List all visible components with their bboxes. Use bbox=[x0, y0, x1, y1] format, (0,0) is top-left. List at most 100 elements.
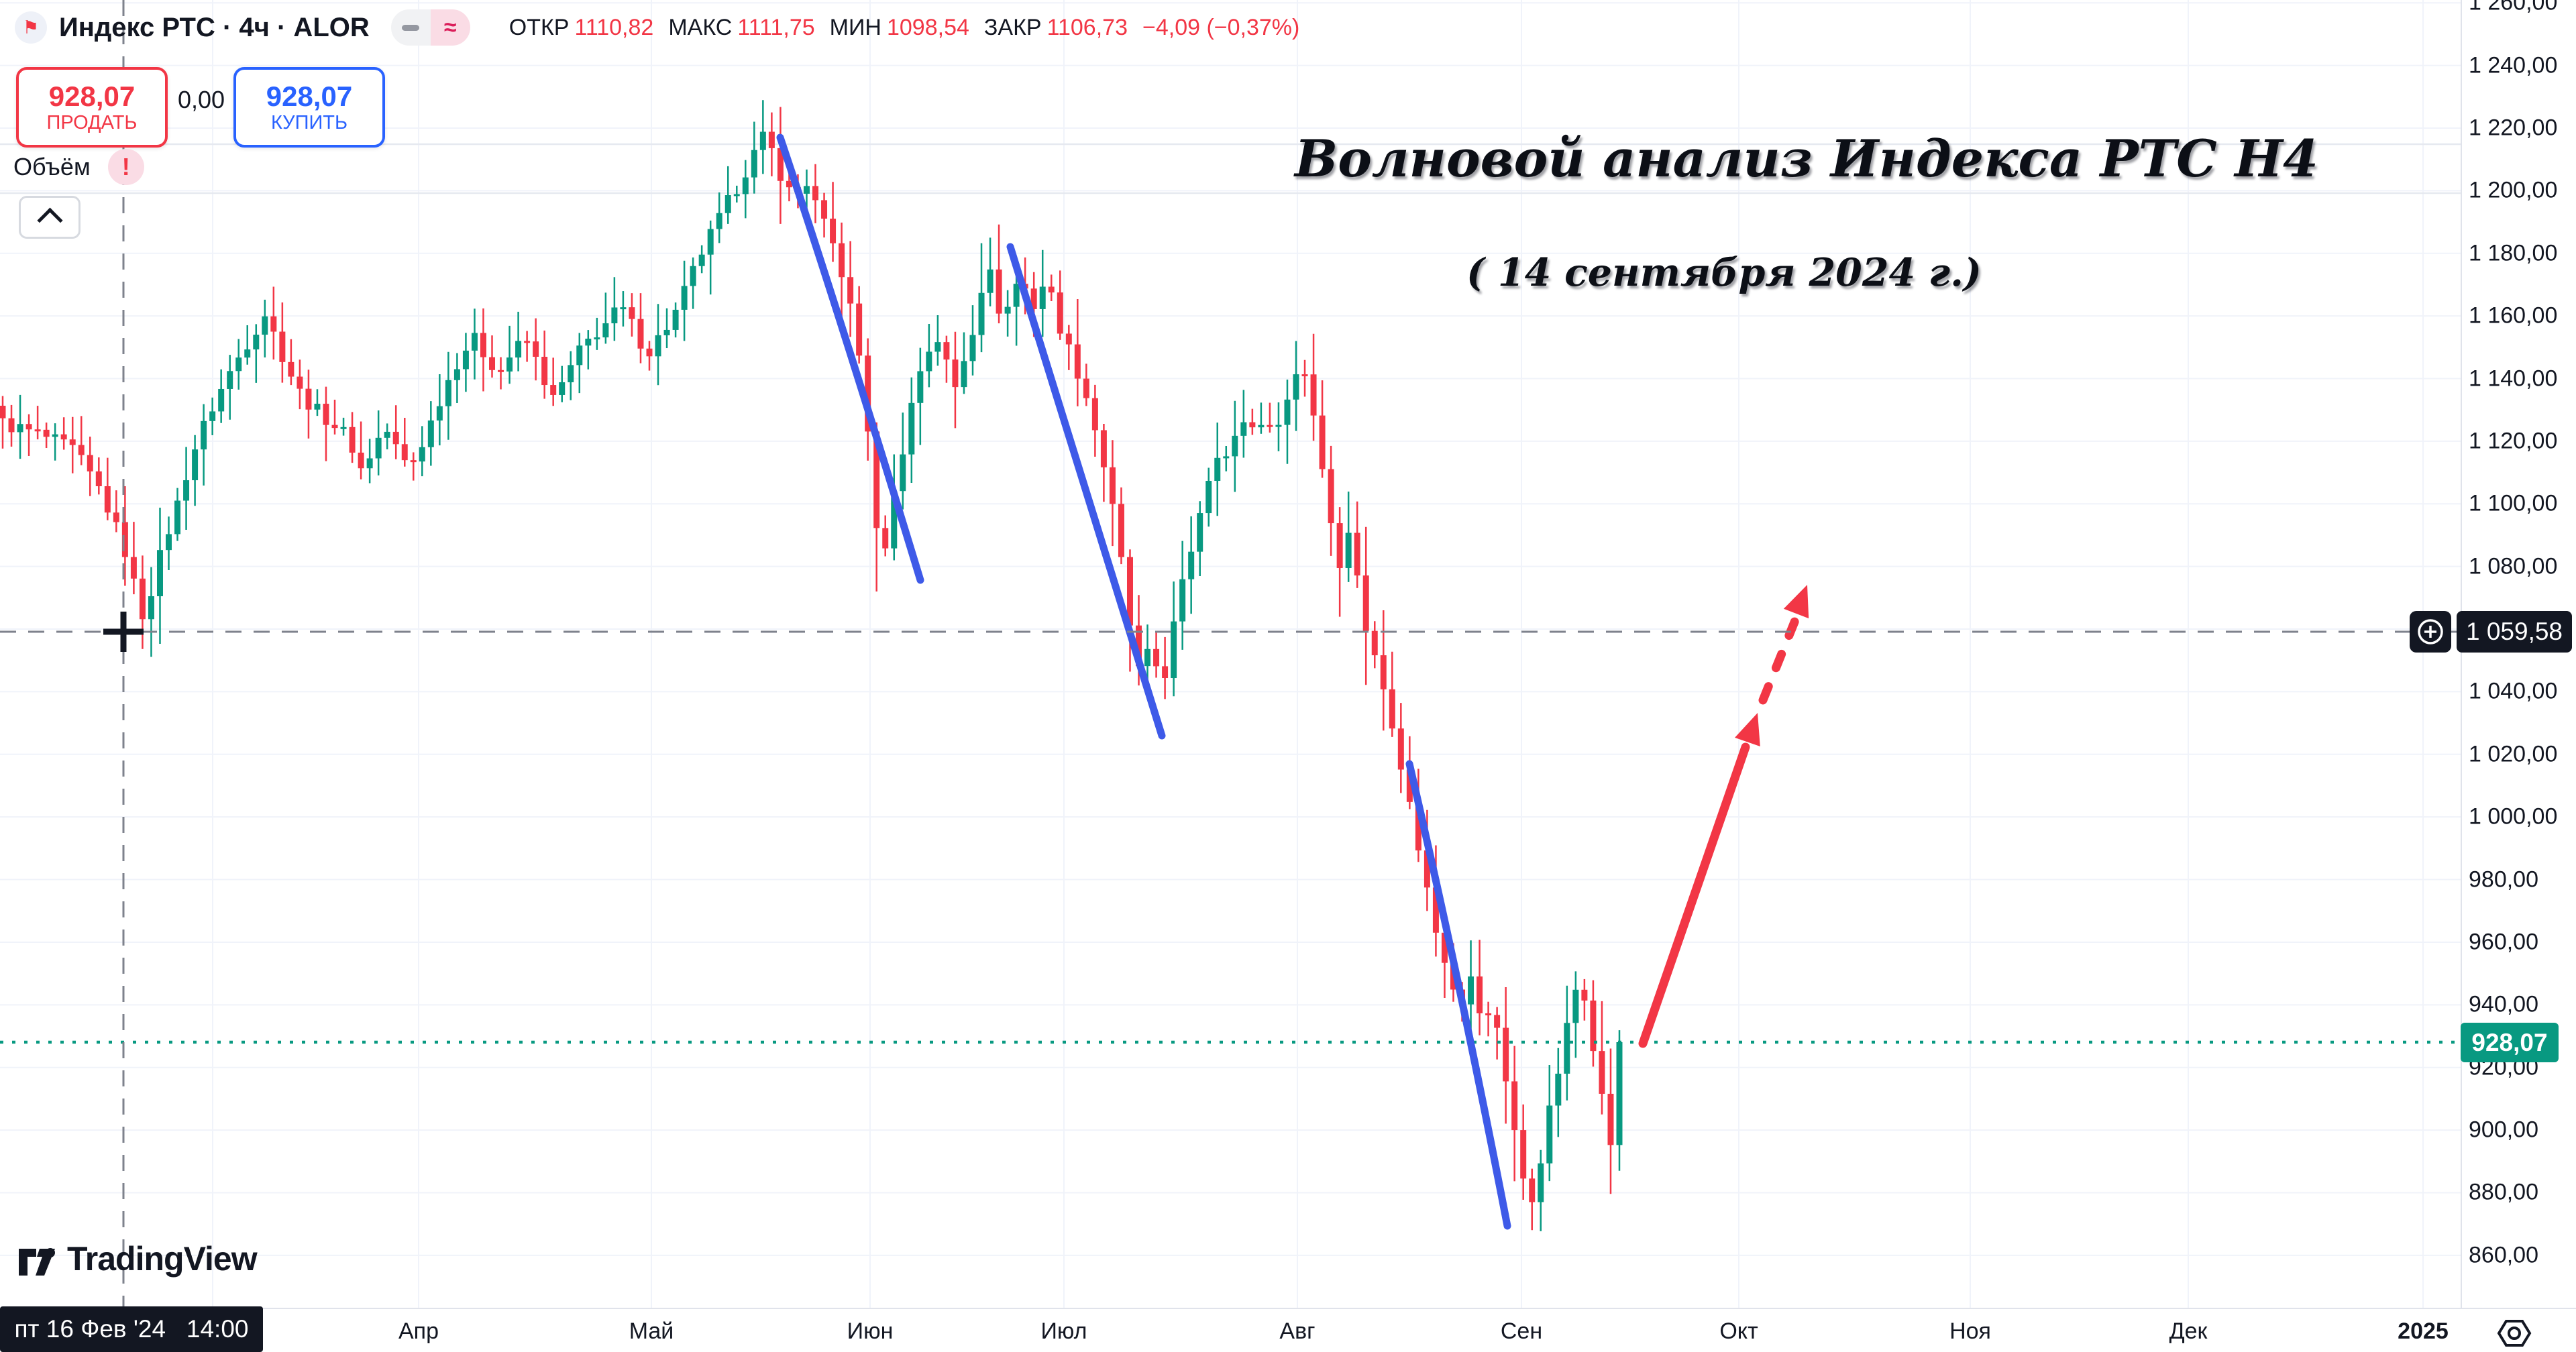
low-label: МИН bbox=[829, 14, 881, 40]
candle-body bbox=[698, 254, 705, 266]
candle-body bbox=[576, 345, 583, 365]
price-axis-label: 1 220,00 bbox=[2469, 115, 2558, 141]
time-axis-settings-icon[interactable] bbox=[2497, 1316, 2532, 1351]
candle-body bbox=[585, 338, 592, 346]
candle-body bbox=[969, 335, 976, 361]
candle-body bbox=[803, 186, 810, 194]
candle-body bbox=[873, 431, 880, 528]
candle-body bbox=[366, 458, 373, 469]
candle-body bbox=[707, 229, 714, 255]
restore-pane-button[interactable] bbox=[19, 196, 80, 239]
time-axis[interactable]: Апр Май Июн Июл Авг Сен Окт Ноя Дек 2025 bbox=[0, 1308, 2576, 1352]
ohlc-readout: ОТКР 1110,82 МАКС 1111,75 МИН 1098,54 ЗА… bbox=[500, 15, 1300, 41]
candle-body bbox=[1520, 1130, 1527, 1179]
candle-body bbox=[1293, 374, 1299, 400]
candle-body bbox=[1091, 398, 1098, 431]
candle-body bbox=[1441, 932, 1448, 963]
candle-body bbox=[1503, 1027, 1509, 1082]
market-status-pill[interactable]: ≈ bbox=[390, 9, 470, 46]
time-axis-label: Окт bbox=[1719, 1318, 1758, 1344]
symbol-legend: ⚑ Индекс РТС · 4ч · ALOR ≈ ОТКР 1110,82 … bbox=[15, 9, 1299, 46]
volume-pane-title[interactable]: Объём bbox=[13, 153, 91, 180]
candle-body bbox=[436, 406, 443, 421]
buy-price: 928,07 bbox=[266, 80, 353, 113]
price-axis-label: 900,00 bbox=[2469, 1117, 2538, 1143]
tradingview-logo[interactable]: TradingView bbox=[17, 1239, 258, 1278]
candle-body bbox=[681, 286, 688, 310]
time-axis-label: 2025 bbox=[2398, 1318, 2449, 1344]
forecast-arrow-dashed[interactable] bbox=[1758, 616, 1800, 705]
candle-body bbox=[1485, 1013, 1492, 1015]
close-label: ЗАКР bbox=[983, 14, 1042, 40]
time-axis-label: Авг bbox=[1279, 1318, 1316, 1344]
candle-body bbox=[1057, 292, 1063, 334]
price-axis[interactable]: 1 260,00 1 240,00 1 220,00 1 200,00 1 180,00… bbox=[2461, 0, 2576, 1308]
candle-body bbox=[34, 429, 41, 432]
candle-body bbox=[1511, 1081, 1518, 1131]
symbol-flag-icon: ⚑ bbox=[15, 11, 47, 44]
candle-body bbox=[453, 369, 460, 380]
candle-body bbox=[1371, 630, 1378, 656]
price-axis-label: 1 140,00 bbox=[2469, 365, 2558, 392]
buy-button[interactable]: 928,07 КУПИТЬ bbox=[233, 67, 385, 148]
candle-body bbox=[227, 371, 233, 389]
sell-button[interactable]: 928,07 ПРОДАТЬ bbox=[16, 67, 168, 148]
candle-body bbox=[602, 323, 609, 338]
price-axis-label: 1 180,00 bbox=[2469, 240, 2558, 266]
time-axis-label: Июл bbox=[1040, 1318, 1087, 1344]
price-axis-label: 1 260,00 bbox=[2469, 0, 2558, 15]
candle-body bbox=[917, 371, 924, 403]
candle-body bbox=[297, 376, 303, 389]
candle-body bbox=[1197, 513, 1203, 552]
candle-body bbox=[1529, 1178, 1536, 1202]
candle-body bbox=[786, 180, 792, 188]
candle-body bbox=[1136, 625, 1142, 667]
candle-body bbox=[148, 596, 154, 620]
candle-body bbox=[445, 380, 451, 406]
low-value: 1098,54 bbox=[886, 14, 969, 40]
candle-body bbox=[0, 405, 6, 418]
candle-body bbox=[69, 439, 76, 445]
open-label: ОТКР bbox=[508, 14, 570, 40]
wave-line-3[interactable] bbox=[1405, 760, 1511, 1230]
candle-body bbox=[663, 329, 670, 335]
crosshair-date-tag: пт 16 Фев '24 14:00 bbox=[0, 1306, 263, 1352]
tradingview-logo-icon bbox=[19, 1248, 55, 1276]
time-axis-label: Апр bbox=[398, 1318, 439, 1344]
candle-body bbox=[1100, 430, 1107, 467]
candle-body bbox=[847, 277, 854, 304]
forecast-arrow-solid[interactable] bbox=[1638, 742, 1750, 1048]
candle-body bbox=[1223, 456, 1230, 459]
add-alert-plus-icon[interactable] bbox=[2410, 611, 2451, 653]
candle-body bbox=[1267, 425, 1273, 427]
time-axis-label: Дек bbox=[2169, 1318, 2208, 1344]
candle-body bbox=[340, 427, 347, 429]
symbol-title[interactable]: Индекс РТС · 4ч · ALOR bbox=[59, 12, 370, 42]
wave-line-1[interactable] bbox=[776, 133, 924, 584]
volume-warning-icon[interactable]: ! bbox=[107, 149, 144, 185]
candle-body bbox=[209, 411, 216, 421]
price-axis-label: 980,00 bbox=[2469, 866, 2538, 893]
candle-body bbox=[672, 309, 679, 330]
change-value: −4,09 (−0,37%) bbox=[1142, 14, 1300, 40]
candle-body bbox=[288, 361, 294, 377]
wave-line-2[interactable] bbox=[1006, 243, 1166, 740]
candle-body bbox=[1030, 288, 1037, 309]
candle-body bbox=[1362, 575, 1369, 631]
price-axis-label: 1 080,00 bbox=[2469, 553, 2558, 579]
candle-body bbox=[568, 365, 574, 383]
candle-body bbox=[427, 420, 434, 447]
candle-body bbox=[594, 337, 600, 340]
buy-label: КУПИТЬ bbox=[270, 112, 348, 134]
candle-body bbox=[1205, 481, 1212, 514]
market-status-dash-icon bbox=[390, 9, 431, 46]
candle-body bbox=[462, 350, 469, 370]
candle-body bbox=[550, 385, 557, 395]
candle-body bbox=[777, 148, 784, 181]
candle-body bbox=[891, 491, 898, 549]
candle-body bbox=[419, 447, 425, 462]
candle-body bbox=[1284, 399, 1291, 425]
spread-value: 0,00 bbox=[177, 86, 225, 113]
price-axis-label: 880,00 bbox=[2469, 1179, 2538, 1205]
